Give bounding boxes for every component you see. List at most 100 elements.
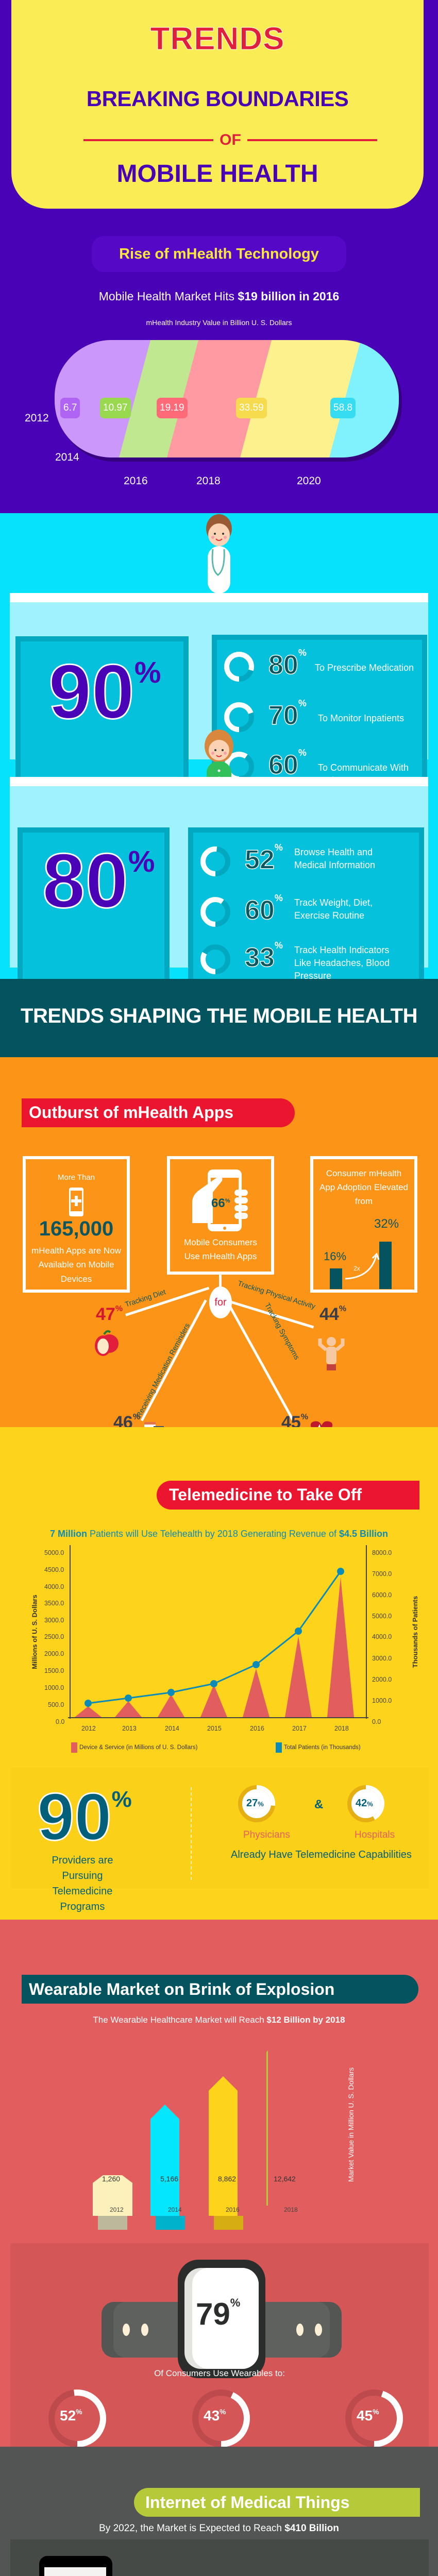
percent-sign: %: [76, 2408, 82, 2416]
y-tick: 2000.0: [44, 1650, 64, 1657]
percent-sign: %: [274, 842, 283, 853]
hero-subtitle: BREAKING BOUNDARIES: [86, 87, 349, 111]
percent-sign: %: [132, 1413, 141, 1421]
percent-value: 45: [281, 1413, 301, 1427]
legend-label: Device & Service (in Millions of U. S. D…: [79, 1744, 198, 1751]
progress-ring-icon: [224, 652, 254, 682]
stat-value: 70%: [268, 698, 307, 731]
iomt-subtitle: By 2022, the Market is Expected to Reach…: [0, 2523, 438, 2534]
percent-sign: %: [339, 1304, 347, 1313]
physicians-label: Physicians: [243, 1829, 290, 1840]
y-tick: 3500.0: [44, 1600, 64, 1607]
consumers-percent: 66%: [211, 1196, 230, 1211]
use-label: Tracking Symptoms: [263, 1301, 301, 1361]
stat-number: 60: [268, 750, 298, 781]
y2-tick: 0.0: [372, 1718, 381, 1725]
hero-subtitle-2: MOBILE HEALTH: [116, 160, 318, 188]
percent-sign: %: [373, 2408, 379, 2416]
percent-value: 27: [246, 1798, 258, 1809]
use-percent: 44%: [319, 1304, 346, 1325]
percent-value: 46: [113, 1413, 133, 1427]
y2-tick: 2000.0: [372, 1676, 392, 1683]
bar-value: 1,260: [102, 2175, 121, 2183]
adoption-to: 32%: [374, 1217, 399, 1231]
y2-tick: 4000.0: [372, 1633, 392, 1640]
medical-phone-icon: [69, 1188, 83, 1217]
percent-value: 44: [319, 1304, 339, 1324]
y-tick: 2500.0: [44, 1633, 64, 1640]
bar-to: [379, 1242, 392, 1289]
y2-tick: 7000.0: [372, 1570, 392, 1578]
stat-row: 33% Track Health Indicators Like Headach…: [193, 935, 419, 979]
card-caption: mHealth Apps are Now Available on Mobile…: [31, 1246, 121, 1284]
stat-number: 70: [268, 700, 298, 731]
patient-caption: Of Patients Use Smartphones to Monitor T…: [25, 976, 164, 979]
bar-year: 2014: [168, 2206, 182, 2213]
x-tick: 2017: [292, 1725, 307, 1732]
percent-value: 52: [60, 2408, 76, 2424]
percent-sign: %: [225, 1198, 230, 1204]
chart-caption: mHealth Industry Value in Billion U. S. …: [146, 318, 292, 327]
smartphone-icon: [39, 2556, 112, 2576]
connector-line: [219, 1275, 222, 1290]
subtitle-highlight: $410 Billion: [284, 2523, 339, 2534]
patient-stat-list: 52% Browse Health and Medical Informatio…: [188, 827, 424, 979]
y2-tick: 6000.0: [372, 1591, 392, 1599]
card-pretext: Consumer mHealth App Adoption Elevated f…: [319, 1168, 409, 1207]
y-tick: 1000.0: [44, 1684, 64, 1691]
percent-sign: %: [367, 1800, 373, 1808]
bar-value: 5,166: [160, 2175, 179, 2183]
subtitle-highlight: $4.5 Billion: [339, 1529, 388, 1539]
right-axis: [366, 1545, 367, 1719]
y-tick: 4500.0: [44, 1566, 64, 1573]
rise-section: Rise of mHealth Technology Mobile Health…: [0, 216, 438, 463]
bar-year: 2018: [284, 2206, 298, 2213]
hero-title: TRENDS: [150, 21, 285, 57]
hero-connector: OF: [83, 131, 378, 149]
x-tick: 2013: [122, 1725, 137, 1732]
percent-value: 45: [357, 2408, 373, 2424]
physician-panel: 90% Physician Use Health Apps to Manage …: [10, 593, 428, 829]
stat-value: 33%: [244, 940, 283, 973]
x-tick: 2015: [207, 1725, 222, 1732]
big-percentage: 90%: [48, 652, 161, 731]
use-label: Tracking Diet: [124, 1287, 167, 1309]
stat-number: 52: [244, 844, 275, 875]
x-tick: 2018: [334, 1725, 349, 1732]
year-label: 2012: [25, 412, 49, 424]
physicians-ring: [238, 1785, 275, 1822]
stat-row: 80% To Prescribe Medication: [217, 642, 422, 699]
stat-value: 52%: [244, 842, 283, 875]
stat-number: 60: [244, 895, 275, 926]
doctor-icon: [206, 514, 232, 594]
x-tick: 2012: [81, 1725, 96, 1732]
stat-label: To Prescribe Medication: [315, 663, 414, 673]
use-percent: 46%: [113, 1413, 140, 1427]
patient-big-stat: [18, 827, 170, 979]
hospitals-label: Hospitals: [355, 1829, 395, 1840]
use-label: Receiving Medication Reminders: [134, 1321, 192, 1419]
smartwatch-icon: [102, 2260, 342, 2378]
trends-banner: TRENDS SHAPING THE MOBILE HEALTH: [0, 979, 438, 1057]
ampersand: &: [314, 1798, 324, 1811]
adoption-from: 16%: [324, 1250, 347, 1263]
curved-arrow-icon: [345, 1252, 380, 1280]
year-label: 2014: [55, 451, 79, 463]
value-badge: 10.97: [100, 398, 131, 418]
hero-section: TRENDS BREAKING BOUNDARIES OF MOBILE HEA…: [0, 0, 438, 216]
legend-item: Device & Service (in Millions of U. S. D…: [71, 1742, 197, 1753]
watch-percent: 79%: [196, 2296, 240, 2332]
stat-number: 33: [244, 942, 275, 973]
percent-sign: %: [220, 2408, 226, 2416]
patient-panel: 80% Of Patients Use Smartphones to Monit…: [10, 777, 428, 979]
providers-percent: 90%: [37, 1783, 132, 1851]
percent-value: 79: [196, 2297, 230, 2331]
stat-value: 60%: [268, 748, 307, 781]
capabilities-caption: Already Have Telemedicine Capabilities: [231, 1849, 412, 1860]
physician-stat-list: 80% To Prescribe Medication 70% To Monit…: [212, 635, 427, 786]
hero-card: TRENDS BREAKING BOUNDARIES OF MOBILE HEA…: [11, 0, 424, 209]
wearable-subtitle: The Wearable Healthcare Market will Reac…: [0, 2015, 438, 2025]
wearable-bar-chart: [93, 2050, 268, 2230]
percent-sign: %: [298, 698, 307, 708]
y2-tick: 1000.0: [372, 1697, 392, 1704]
